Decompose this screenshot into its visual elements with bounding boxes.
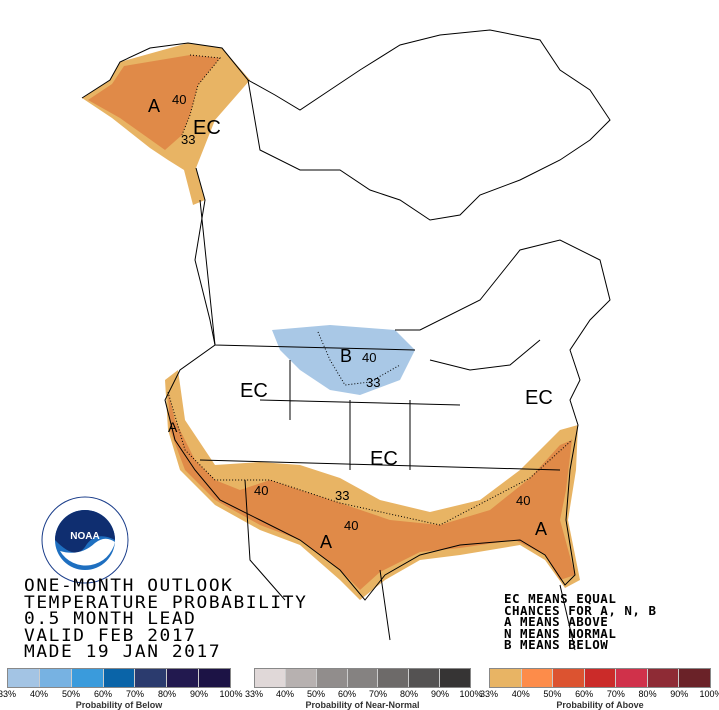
- legend-swatch: [316, 669, 348, 687]
- legend-swatch: [167, 669, 200, 687]
- map-labels: A 40 EC 33 B 40 33 EC EC EC 40 33 40 A A…: [148, 92, 553, 552]
- legend-swatch: [199, 669, 231, 687]
- title-line: TEMPERATURE PROBABILITY: [24, 592, 308, 613]
- label-southwest-33: 33: [335, 488, 349, 503]
- label-texas-a: A: [320, 532, 332, 552]
- legend-swatch: [8, 669, 40, 687]
- legend-swatch: [285, 669, 317, 687]
- legend-swatch: [347, 669, 379, 687]
- legend-tick-label: 90%: [430, 689, 450, 699]
- legend-swatch: [616, 669, 648, 687]
- legend-swatch: [135, 669, 168, 687]
- label-plains-b: B: [340, 346, 352, 366]
- plains-below-33-region: [272, 325, 415, 395]
- legend-swatch: [39, 669, 72, 687]
- title-line: 0.5 MONTH LEAD: [24, 609, 197, 629]
- legend-ticks: 33% 40% 50% 60% 70% 80% 90% 100%: [0, 688, 243, 700]
- legend-tick-label: 70%: [125, 689, 145, 699]
- probability-contours: [167, 54, 573, 526]
- alaska-above-40-region: [88, 55, 220, 150]
- label-alaska-a: A: [148, 96, 160, 116]
- legend-tick-label: 33%: [244, 689, 264, 699]
- noaa-logo: NOAA: [40, 495, 130, 589]
- legend-ticks: 33% 40% 50% 60% 70% 80% 90% 100%: [245, 688, 483, 700]
- legend-tick-label: 33%: [0, 689, 17, 699]
- title-line: ONE-MONTH OUTLOOK: [24, 576, 234, 596]
- legend-tick-label: 80%: [638, 689, 657, 699]
- legend-swatch: [584, 669, 617, 687]
- legend-caption: Probability of Below: [75, 700, 163, 710]
- south-above-40-region: [168, 392, 575, 590]
- legend-color-bar: [489, 668, 711, 688]
- label-plains-33: 33: [366, 375, 380, 390]
- legend-tick-label: 80%: [157, 689, 177, 699]
- legend-ticks: 33% 40% 50% 60% 70% 80% 90% 100%: [480, 688, 719, 700]
- legend-swatch: [490, 669, 522, 687]
- legend-caption: Probability of Near-Normal: [305, 700, 420, 710]
- legend-tick-label: 80%: [399, 689, 419, 699]
- legend-swatch: [103, 669, 136, 687]
- legend-swatch: [647, 669, 680, 687]
- label-east-ec: EC: [525, 387, 553, 409]
- legend-tick-label: 100%: [219, 689, 243, 699]
- legend-swatch: [440, 669, 471, 687]
- legend-tick-label: 33%: [479, 689, 499, 699]
- legend-caption: Probability of Above: [556, 700, 644, 710]
- legend-tick-label: 50%: [61, 689, 81, 699]
- legend-near-normal: 33% 40% 50% 60% 70% 80% 90% 100% Probability of …: [245, 668, 483, 710]
- category-key: EC MEANS EQUAL CHANCES FOR A, N, B A MEA…: [504, 593, 657, 651]
- coastlines: [81, 29, 611, 651]
- legend-swatch: [378, 669, 410, 687]
- label-florida-a: A: [535, 519, 547, 539]
- legend-tick-label: 70%: [606, 689, 625, 699]
- outlook-title: ONE-MONTH OUTLOOK TEMPERATURE PROBABILIT…: [24, 578, 307, 661]
- legend-below: 33% 40% 50% 60% 70% 80% 90% 100% Probability of …: [0, 668, 243, 710]
- legend-swatch: [679, 669, 711, 687]
- label-south-40: 40: [344, 518, 358, 533]
- legend-swatch: [409, 669, 441, 687]
- title-line: MADE 19 JAN 2017: [24, 642, 222, 662]
- legend-tick-label: 40%: [275, 689, 295, 699]
- legend-tick-label: 60%: [337, 689, 357, 699]
- label-plains-40: 40: [362, 350, 376, 365]
- legend-tick-label: 50%: [543, 689, 562, 699]
- label-central-ec: EC: [370, 448, 398, 470]
- label-alaska-ec: EC: [193, 117, 221, 139]
- legend-swatch: [553, 669, 585, 687]
- key-line: EC MEANS EQUAL: [504, 591, 617, 606]
- legend-tick-label: 60%: [93, 689, 113, 699]
- noaa-logo-text: NOAA: [70, 531, 99, 542]
- legend-tick-label: 40%: [29, 689, 49, 699]
- key-line: CHANCES FOR A, N, B: [504, 602, 657, 618]
- legend-tick-label: 40%: [511, 689, 530, 699]
- key-line: B MEANS BELOW: [504, 637, 609, 652]
- label-alaska-40: 40: [172, 92, 186, 107]
- legend-tick-label: 90%: [189, 689, 209, 699]
- label-west-coast-a: A: [168, 419, 178, 435]
- label-west-ec: EC: [240, 380, 268, 402]
- legend-swatch: [71, 669, 104, 687]
- outlook-map: A 40 EC 33 B 40 33 EC EC EC 40 33 40 A A…: [81, 29, 611, 651]
- legend-tick-label: 50%: [306, 689, 326, 699]
- label-alaska-33: 33: [181, 132, 195, 147]
- legend-swatch: [255, 669, 286, 687]
- legend-color-bar: [7, 668, 231, 688]
- key-line: A MEANS ABOVE: [504, 614, 609, 629]
- legend-swatch: [521, 669, 554, 687]
- legend-above: 33% 40% 50% 60% 70% 80% 90% 100% Probability of …: [480, 668, 719, 710]
- legend-tick-label: 100%: [459, 689, 483, 699]
- legend-tick-label: 100%: [699, 689, 719, 699]
- key-line: N MEANS NORMAL: [504, 625, 617, 641]
- legend-tick-label: 60%: [575, 689, 594, 699]
- title-line: VALID FEB 2017: [24, 625, 197, 646]
- label-southeast-40: 40: [516, 493, 530, 508]
- legend-tick-label: 90%: [670, 689, 689, 699]
- label-southwest-40: 40: [254, 483, 268, 498]
- legend-tick-label: 70%: [368, 689, 388, 699]
- legend-color-bar: [254, 668, 471, 688]
